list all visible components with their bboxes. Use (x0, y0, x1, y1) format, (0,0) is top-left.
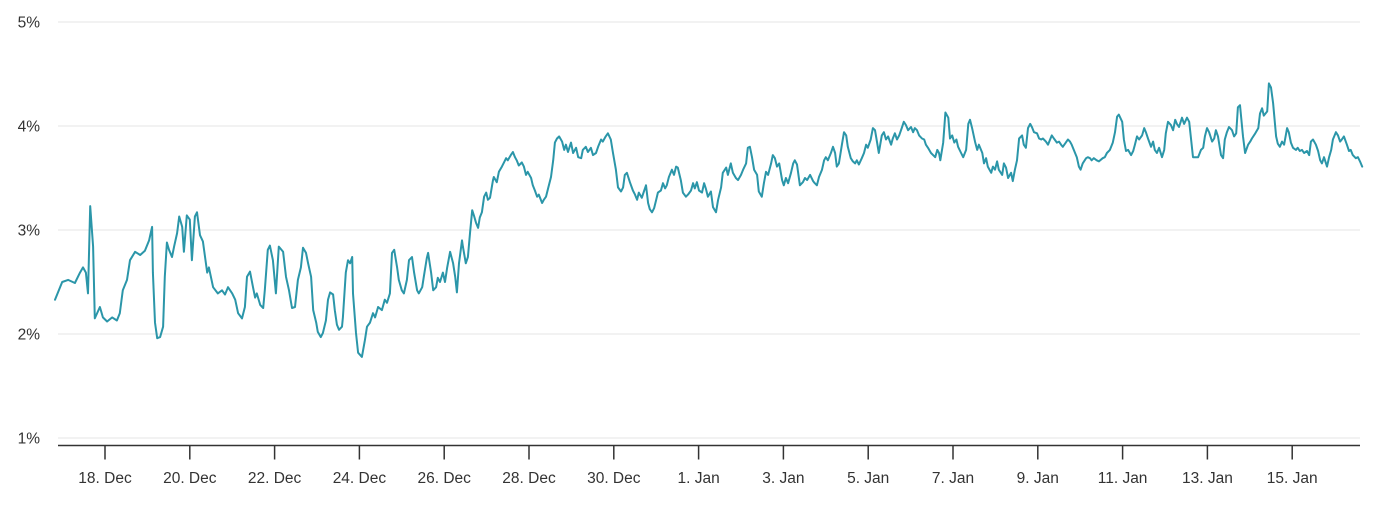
x-axis-label-6: 30. Dec (587, 470, 641, 487)
x-axis-label-9: 5. Jan (847, 470, 889, 487)
x-axis-label-3: 24. Dec (333, 470, 387, 487)
x-axis-label-13: 13. Jan (1182, 470, 1233, 487)
x-axis-label-12: 11. Jan (1098, 470, 1148, 487)
y-axis-label-1%: 1% (18, 431, 41, 448)
y-axis-label-2%: 2% (18, 327, 41, 344)
x-axis-label-4: 26. Dec (417, 470, 471, 487)
y-axis-label-3%: 3% (18, 223, 41, 240)
x-axis-label-1: 20. Dec (163, 470, 217, 487)
x-axis-label-11: 9. Jan (1017, 470, 1059, 487)
series-line-rate[interactable] (54, 82, 1364, 358)
x-axis-label-5: 28. Dec (502, 470, 556, 487)
x-axis-label-2: 22. Dec (248, 470, 302, 487)
x-axis-label-0: 18. Dec (78, 470, 132, 487)
y-axis-label-4%: 4% (18, 119, 41, 136)
x-axis-label-8: 3. Jan (762, 470, 804, 487)
x-axis-label-7: 1. Jan (677, 470, 719, 487)
x-axis-label-14: 15. Jan (1267, 470, 1318, 487)
y-axis-label-5%: 5% (18, 15, 41, 32)
x-axis-label-10: 7. Jan (932, 470, 974, 487)
